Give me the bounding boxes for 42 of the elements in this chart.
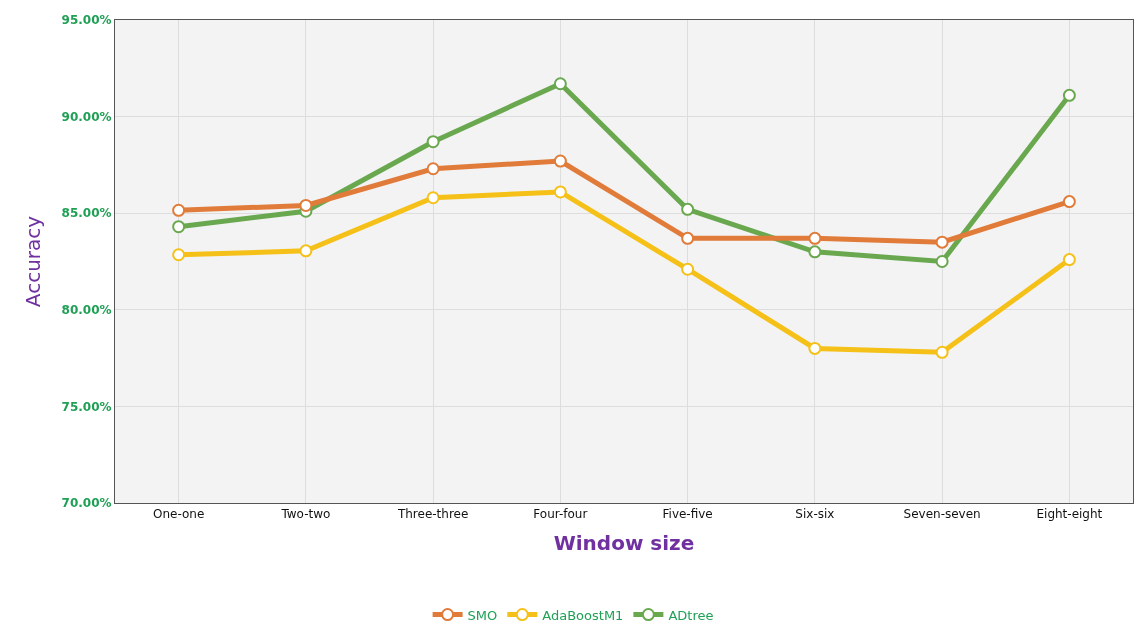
point [681,202,695,216]
point [553,154,567,168]
y-tick-label: 70.00% [61,496,112,511]
x-tick-label: Six-six [795,507,835,522]
x-tick-label: Five-five [662,507,713,522]
point [935,255,949,268]
point [1062,88,1076,102]
point [935,235,949,249]
y-tick-label: 85.00% [61,206,112,221]
x-tick-label: One-one [152,507,205,522]
point [681,231,695,245]
point [299,244,313,258]
legend-label: ADtree [668,607,714,623]
y-tick-label: 95.00% [61,13,112,28]
point [808,341,822,355]
x-tick-label: Two-two [280,507,331,522]
point [808,245,822,259]
x-tick-label: Eight-eight [1036,507,1103,522]
point [426,135,440,149]
y-axis-title: Accuracy [21,215,46,308]
y-tick-label: 90.00% [61,109,112,124]
point [172,220,186,234]
point [299,198,313,212]
point [426,191,440,205]
y-tick-label: 80.00% [61,303,112,317]
point [681,262,695,276]
point [426,162,440,176]
point [172,203,186,217]
point [808,231,822,245]
x-tick-label: Four-four [533,507,588,522]
x-tick-label: Three-three [396,507,469,522]
point [172,248,186,262]
y-tick-label: 75.00% [61,399,112,414]
point [1062,195,1076,209]
legend-label: AdaBoostM1 [542,607,624,623]
point [1062,253,1076,267]
point [935,345,949,359]
legend-label: SMO [467,607,498,623]
point [553,185,567,199]
x-axis-title: Window size [553,530,695,555]
x-tick-label: Seven-seven [903,507,981,522]
point [553,77,567,91]
